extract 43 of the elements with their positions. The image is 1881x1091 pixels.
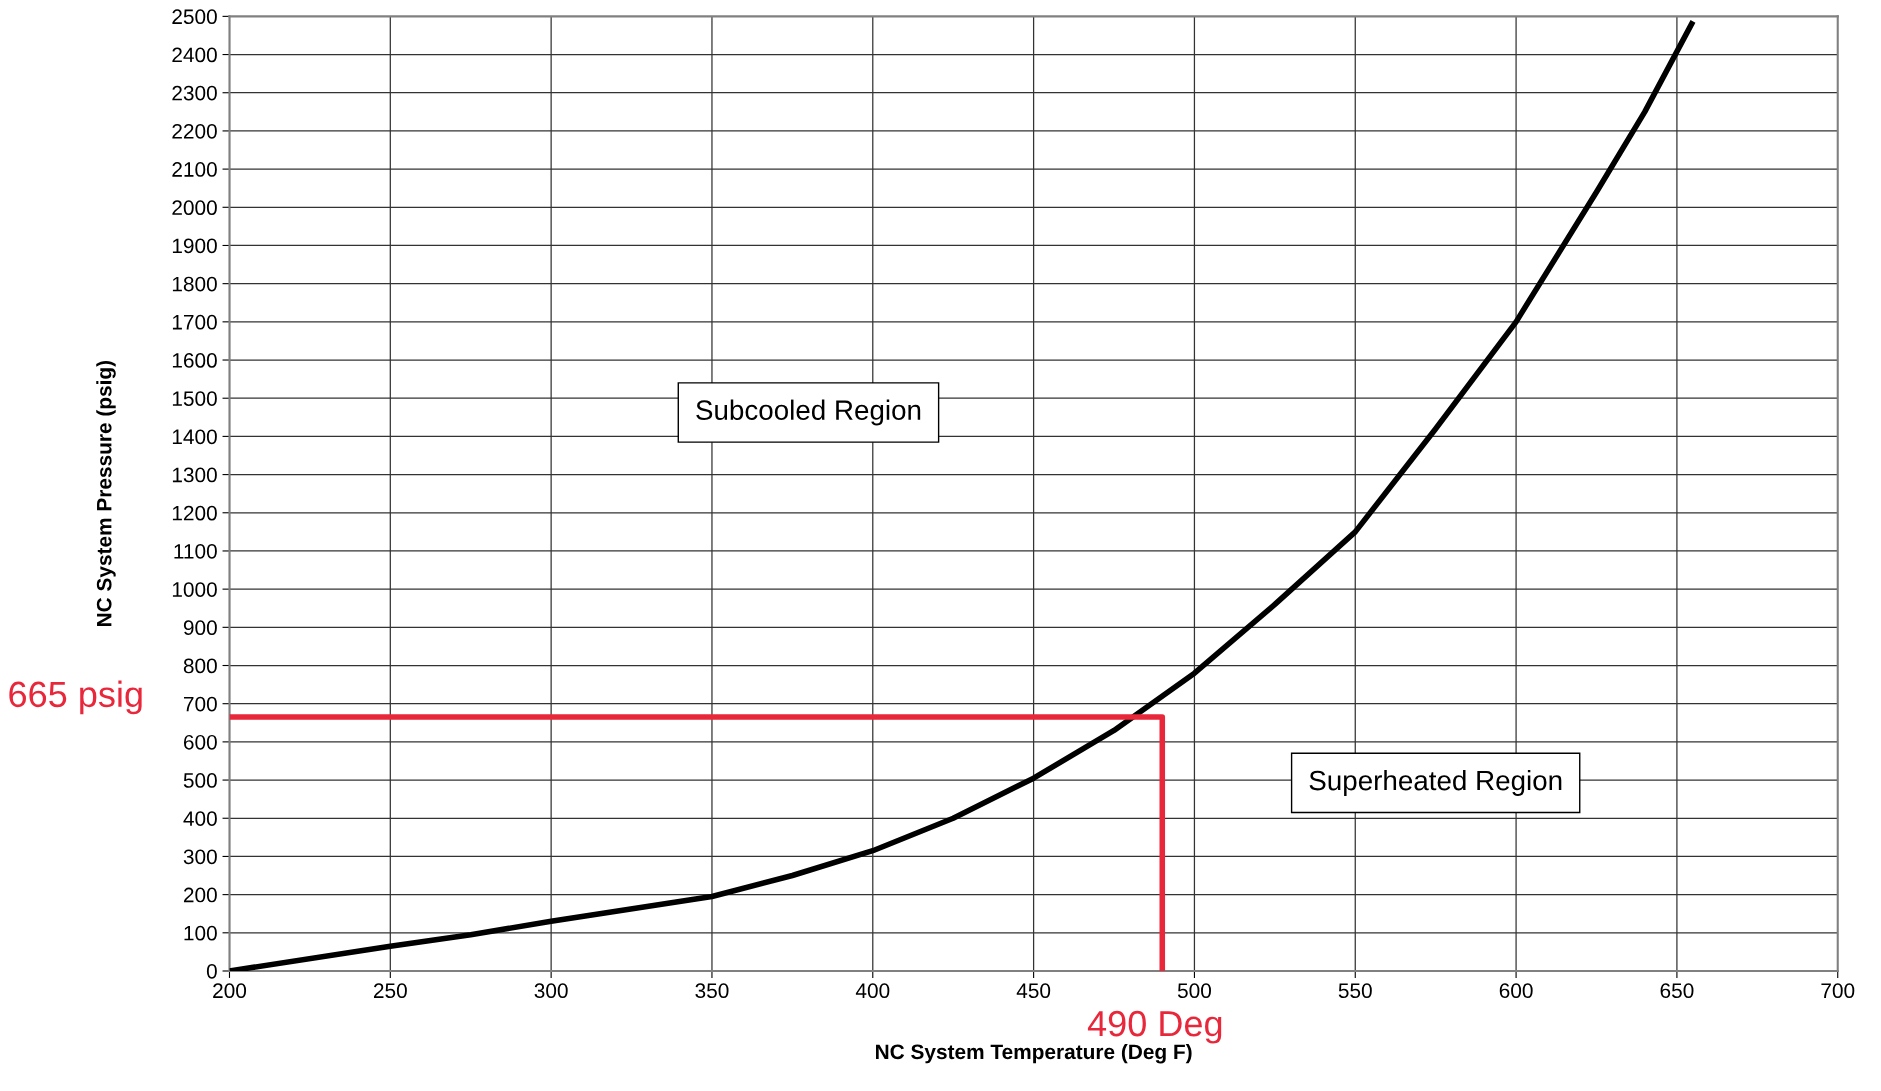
x-tick-label: 700: [1821, 983, 1855, 999]
y-tick-label: 600: [183, 734, 217, 750]
y-tick-label: 1400: [172, 429, 217, 445]
x-tick-label: 650: [1660, 983, 1694, 999]
y-tick-label: 2200: [172, 123, 217, 139]
y-tick-label: 0: [206, 963, 217, 979]
x-tick-label: 200: [213, 983, 247, 999]
x-tick-label: 250: [373, 983, 407, 999]
x-tick-label: 350: [695, 983, 729, 999]
x-tick-label: 500: [1177, 983, 1211, 999]
y-tick-label: 900: [183, 620, 217, 636]
x-axis-title: NC System Temperature (Deg F): [876, 1043, 1192, 1064]
y-tick-label: 500: [183, 773, 217, 788]
text: 665 psig: [9, 680, 142, 715]
y-tick-label: 1000: [172, 582, 217, 597]
x-tick-label: 300: [534, 983, 568, 999]
y-tick-label: 1900: [172, 238, 217, 254]
y-tick-label: 1700: [172, 314, 217, 330]
y-tick-label: 2400: [172, 47, 217, 63]
y-tick-label: 1500: [172, 391, 217, 406]
annotation: Subcooled Region: [696, 399, 921, 426]
y-axis-title: NC System Pressure (psig): [96, 360, 116, 627]
x-tick-label: 450: [1016, 983, 1051, 999]
y-tick-label: 300: [183, 849, 217, 865]
x-tick-label: 400: [855, 983, 890, 999]
y-tick-label: 1600: [172, 353, 217, 368]
y-tick-label: 1300: [172, 467, 217, 483]
y-tick-label: 1800: [172, 276, 217, 292]
y-tick-label: 2300: [172, 85, 217, 101]
y-tick-label: 1200: [172, 505, 217, 521]
y-tick-label: 2500: [172, 9, 217, 25]
y-tick-label: 400: [183, 811, 217, 826]
x-tick-label: 600: [1499, 983, 1533, 999]
y-tick-label: 1100: [174, 543, 217, 559]
y-tick-label: 2000: [172, 200, 217, 216]
annotation: Superheated Region: [1309, 769, 1562, 796]
y-tick-label: 100: [184, 925, 217, 941]
y-tick-label: 2100: [172, 162, 217, 177]
text: 490 Deg: [1087, 1010, 1222, 1044]
y-tick-label: 200: [183, 887, 217, 903]
y-tick-label: 700: [183, 696, 217, 712]
y-tick-label: 800: [183, 658, 217, 674]
x-tick-label: 550: [1338, 983, 1372, 999]
